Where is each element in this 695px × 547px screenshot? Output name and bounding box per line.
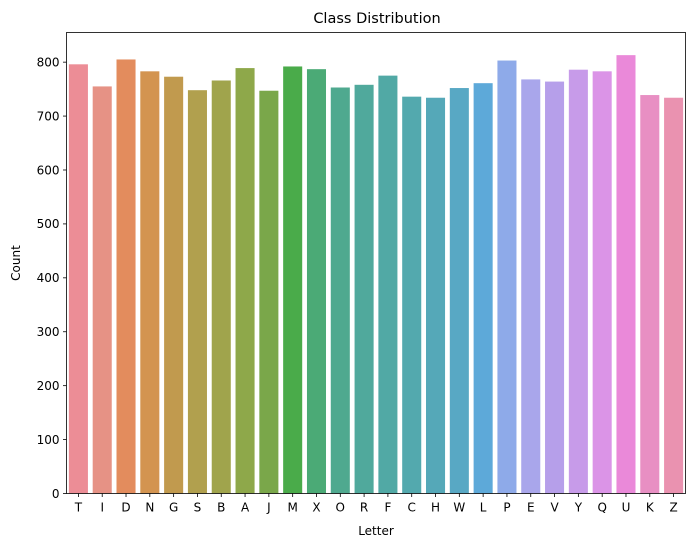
x-tick-label: D [121,501,130,515]
x-tick-label: F [384,501,391,515]
y-tick-label: 400 [37,271,60,285]
bar-W [449,88,469,494]
y-tick-label: 100 [37,433,60,447]
bar-E [521,79,541,494]
x-tick-label: Q [597,501,606,515]
bar-group [68,55,684,494]
x-tick-label: K [646,501,655,515]
bar-P [497,60,517,494]
bar-R [354,84,374,494]
y-tick-label: 0 [52,487,60,501]
x-tick-label: H [431,501,440,515]
x-tick-label: J [266,501,271,515]
x-tick-label: I [100,501,104,515]
bar-Q [592,71,612,494]
x-tick-label: R [360,501,368,515]
x-tick-label: A [241,501,250,515]
x-tick-label: N [145,501,154,515]
y-axis: 0 100 200 300 400 500 600 700 800 [37,55,67,501]
x-tick-label: C [408,501,416,515]
bar-C [402,96,422,494]
bar-X [306,69,327,494]
bar-F [378,75,398,494]
x-tick-label: E [527,501,535,515]
x-tick-label: Z [669,501,677,515]
bar-G [164,76,184,494]
x-tick-label: P [503,501,510,515]
x-axis-title: Letter [358,524,394,538]
bar-T [68,64,88,494]
bar-S [187,90,207,494]
x-tick-label: L [480,501,487,515]
x-tick-label: T [74,501,83,515]
bar-B [211,80,231,494]
x-tick-label: G [169,501,178,515]
bar-I [92,86,112,494]
bar-K [640,95,660,494]
y-tick-label: 800 [37,55,60,69]
bar-M [283,66,303,494]
bar-Y [568,69,588,494]
bar-L [473,83,493,494]
bar-J [259,90,279,494]
bar-V [545,81,565,494]
x-tick-label: B [217,501,225,515]
bar-A [235,68,255,494]
y-tick-label: 500 [37,217,60,231]
bar-O [330,87,350,494]
bar-U [616,55,636,494]
x-tick-label: M [287,501,297,515]
y-tick-label: 600 [37,163,60,177]
chart-title: Class Distribution [313,11,440,27]
x-tick-label: W [453,501,465,515]
bar-Z [664,97,684,494]
y-tick-label: 200 [37,379,60,393]
y-tick-label: 300 [37,325,60,339]
x-tick-label: V [550,501,559,515]
x-tick-label: X [312,501,320,515]
y-axis-title: Count [9,245,23,281]
x-tick-label: U [622,501,631,515]
plot-frame [66,32,686,494]
x-tick-label: O [336,501,345,515]
x-tick-label: S [194,501,202,515]
x-tick-label: Y [574,501,583,515]
bar-H [426,97,446,494]
bar-N [140,71,160,494]
y-tick-label: 700 [37,109,60,123]
bar-D [116,59,136,494]
